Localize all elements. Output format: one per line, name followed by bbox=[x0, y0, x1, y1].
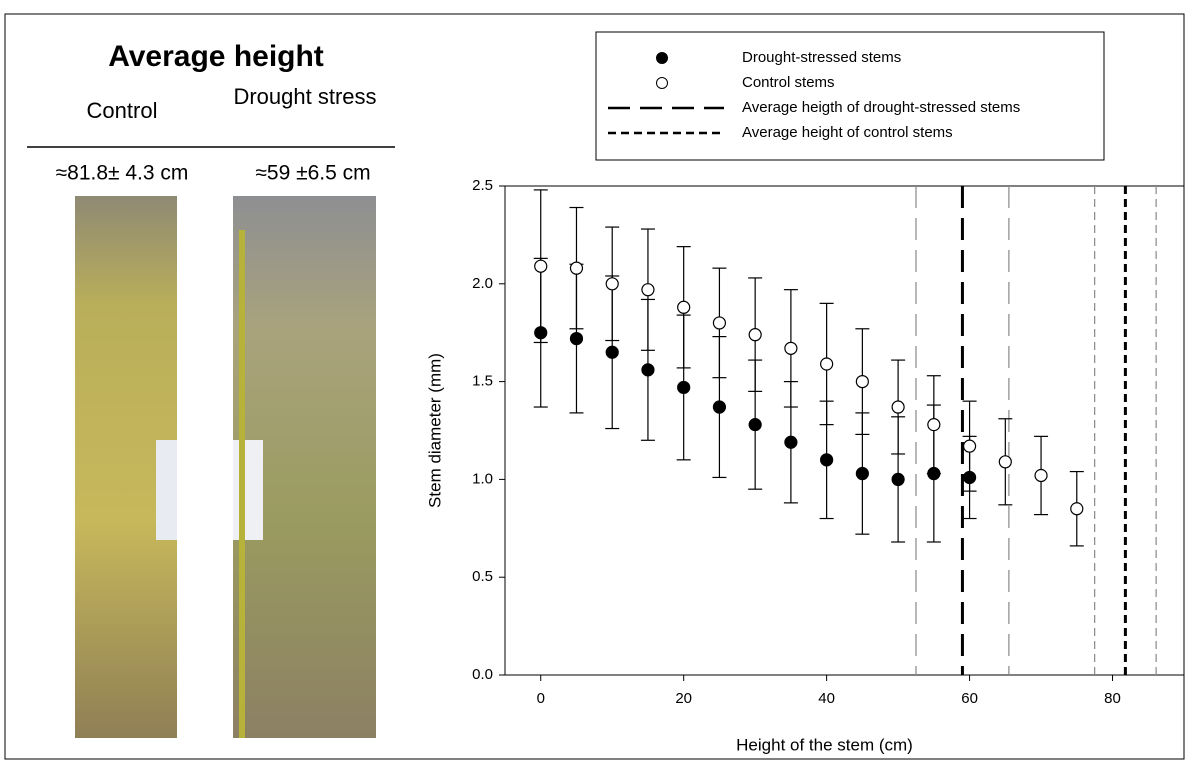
x-tick-label: 20 bbox=[675, 690, 692, 707]
legend-marker bbox=[656, 52, 668, 64]
point bbox=[891, 400, 905, 414]
photo-label-card bbox=[233, 440, 263, 540]
legend-label: Control stems bbox=[742, 74, 835, 91]
y-axis-label: Stem diameter (mm) bbox=[425, 353, 444, 508]
legend-label: Average height of control stems bbox=[742, 124, 953, 141]
y-tick-label: 1.5 bbox=[472, 373, 493, 390]
point bbox=[784, 341, 798, 355]
legend-label: Average heigth of drought-stressed stems bbox=[742, 99, 1020, 116]
x-tick-label: 40 bbox=[818, 690, 835, 707]
point bbox=[605, 277, 619, 291]
plot-frame bbox=[504, 185, 1185, 676]
point bbox=[784, 435, 798, 449]
point bbox=[712, 400, 727, 414]
point bbox=[998, 455, 1012, 469]
point bbox=[820, 453, 834, 467]
legend-label: Drought-stressed stems bbox=[742, 49, 901, 66]
point bbox=[962, 439, 977, 453]
point bbox=[605, 345, 619, 359]
point bbox=[677, 380, 691, 395]
column-label: Control bbox=[87, 98, 158, 123]
y-tick-label: 0.0 bbox=[472, 666, 493, 683]
x-tick-label: 80 bbox=[1104, 690, 1121, 707]
x-axis-label: Height of the stem (cm) bbox=[736, 735, 913, 754]
photo-label-card bbox=[156, 440, 177, 540]
legend-box bbox=[595, 31, 1105, 161]
point bbox=[641, 283, 655, 297]
point bbox=[891, 472, 905, 486]
height-label: ≈59 ±6.5 cm bbox=[255, 162, 370, 185]
point bbox=[748, 328, 762, 342]
point bbox=[569, 331, 584, 346]
photo-ruler bbox=[239, 230, 245, 738]
legend-marker bbox=[656, 77, 668, 89]
point bbox=[855, 466, 869, 481]
y-tick-label: 2.5 bbox=[472, 177, 493, 194]
column-label: Drought stress bbox=[233, 84, 377, 109]
point bbox=[677, 300, 691, 314]
y-tick-label: 2.0 bbox=[472, 275, 493, 292]
x-tick-label: 0 bbox=[537, 690, 545, 707]
point bbox=[820, 357, 834, 371]
panel-title: Average height bbox=[108, 40, 324, 73]
column-label-box: Drought stress bbox=[233, 84, 377, 109]
point bbox=[1034, 468, 1048, 483]
y-tick-label: 1.0 bbox=[472, 470, 493, 487]
x-tick-label: 60 bbox=[961, 690, 978, 707]
point bbox=[748, 418, 762, 432]
point bbox=[1070, 502, 1084, 516]
point bbox=[927, 418, 941, 432]
height-label: ≈81.8± 4.3 cm bbox=[56, 162, 189, 185]
point bbox=[641, 363, 655, 377]
chart: 0.0 0.5 1.0 1.5 2.0 2.5 0 20 40 60 80 Height of the… bbox=[425, 31, 1185, 754]
point bbox=[534, 259, 548, 273]
point bbox=[712, 316, 727, 330]
y-tick-label: 0.5 bbox=[472, 568, 493, 585]
point bbox=[569, 261, 584, 275]
point bbox=[855, 375, 869, 389]
